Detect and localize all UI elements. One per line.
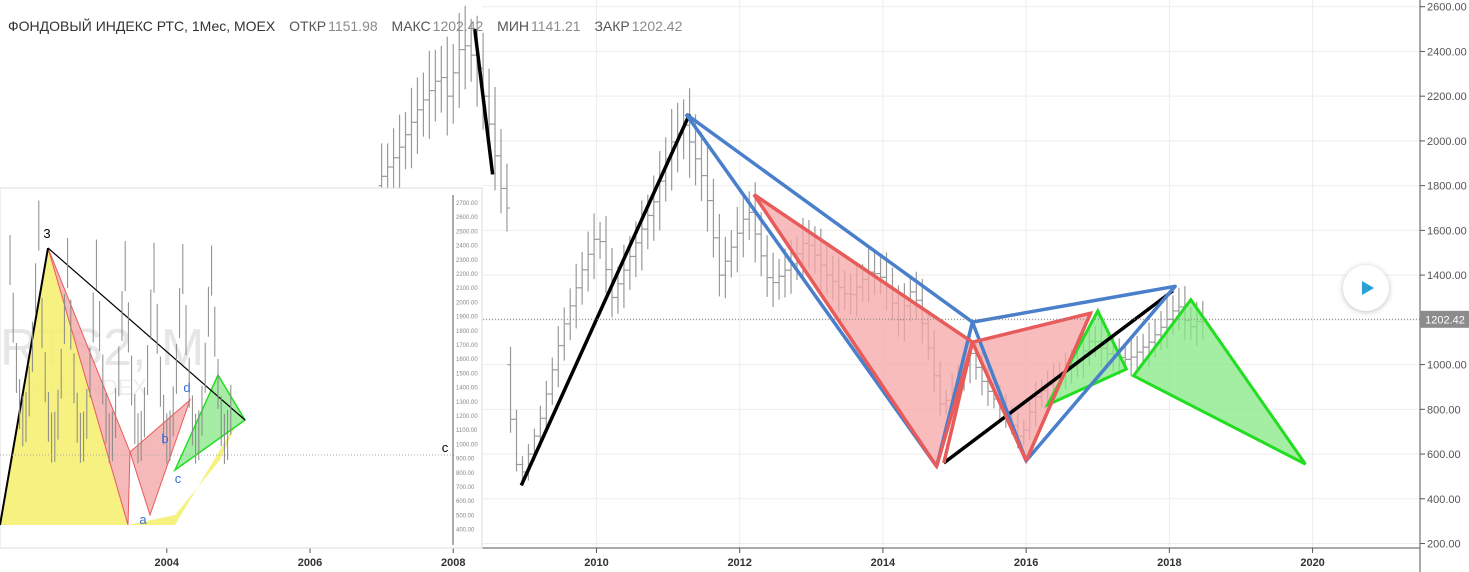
pattern-fill-green: [1131, 297, 1307, 466]
y-axis: 200.00400.00600.00800.001000.001200.0014…: [1419, 0, 1467, 572]
play-icon: [1362, 281, 1374, 295]
inset-annotation-3: 3: [43, 226, 50, 241]
inset-y-tick-label: 1000.00: [456, 442, 478, 448]
inset-y-tick-label: 2200.00: [456, 272, 478, 278]
inset-top-chart: [0, 0, 510, 232]
inset-y-tick-label: 1600.00: [456, 357, 478, 363]
x-tick-label: 2012: [727, 557, 751, 569]
x-tick-label: 2020: [1300, 557, 1324, 569]
inset-y-tick-label: 1100.00: [456, 428, 478, 434]
inset-y-tick-label: 1400.00: [456, 386, 478, 392]
pattern-line-red: [752, 193, 975, 469]
close-value: 1202.42: [631, 18, 683, 34]
y-tick-label: 1800.00: [1427, 181, 1467, 193]
inset-green-fill: [173, 373, 246, 473]
x-tick-label: 2016: [1014, 557, 1038, 569]
price-tag: 1202.42: [1420, 310, 1469, 328]
high-value: 1202.42: [432, 18, 484, 34]
pattern-fills: [752, 193, 1307, 470]
y-tick-label: 2400.00: [1427, 46, 1467, 58]
open-label: ОТКР: [289, 18, 327, 34]
inset-annotation-d: d: [183, 380, 190, 395]
x-tick-label: 2004: [155, 557, 180, 569]
inset-y-tick-label: 2000.00: [456, 300, 478, 306]
inset-y-tick-label: 1500.00: [456, 371, 478, 377]
y-tick-label: 2600.00: [1427, 2, 1467, 14]
y-tick-label: 600.00: [1427, 449, 1461, 461]
inset-top-pattern-lines: [472, 28, 495, 175]
pattern-line-black: [519, 113, 692, 487]
inset-y-tick-label: 400.00: [456, 528, 475, 534]
inset-bottom-y-axis: 2700.00 2600.00 2500.00 2400.00 2300.00 2200.…: [452, 195, 478, 545]
inset-y-tick-label: 1900.00: [456, 315, 478, 321]
low-label: МИН: [497, 18, 529, 34]
chart-header: ФОНДОВЫЙ ИНДЕКС РТС, 1Мес, MOEX ОТКР 1151…: [8, 18, 682, 34]
y-tick-label: 800.00: [1427, 404, 1461, 416]
y-tick-label: 1600.00: [1427, 225, 1467, 237]
close-label: ЗАКР: [594, 18, 630, 34]
y-tick-label: 1000.00: [1427, 360, 1467, 372]
x-tick-label: 2010: [584, 557, 608, 569]
pattern-lines: [519, 112, 1177, 487]
inset-y-tick-label: 600.00: [456, 499, 475, 505]
inset-y-tick-label: 1200.00: [456, 414, 478, 420]
y-tick-label: 200.00: [1427, 539, 1461, 551]
y-tick-label: 400.00: [1427, 494, 1461, 506]
inset-y-tick-label: 2300.00: [456, 258, 478, 264]
inset-y-tick-label: 2700.00: [456, 201, 478, 207]
inset-y-tick-label: 700.00: [456, 485, 475, 491]
x-tick-label: 2014: [871, 557, 896, 569]
pattern-fill-red: [752, 193, 975, 470]
inset-y-tick-label: 800.00: [456, 471, 475, 477]
inset-y-tick-label: 1800.00: [456, 329, 478, 335]
inset-annotation-b: b: [161, 431, 168, 446]
price-tag-value: 1202.42: [1425, 314, 1465, 326]
inset-bottom-patterns: 3 d b c a c: [0, 200, 455, 527]
inset-y-tick-label: 2500.00: [456, 229, 478, 235]
inset-y-tick-label: 2100.00: [456, 286, 478, 292]
y-tick-label: 1400.00: [1427, 270, 1467, 282]
inset-y-tick-label: 1700.00: [456, 343, 478, 349]
x-tick-label: 2018: [1157, 557, 1181, 569]
low-value: 1141.21: [531, 18, 581, 34]
y-tick-label: 2000.00: [1427, 136, 1467, 148]
inset-y-tick-label: 2600.00: [456, 215, 478, 221]
inset-annotation-a: a: [139, 512, 147, 527]
inset-annotation-c: c: [175, 471, 182, 486]
x-tick-label: 2006: [298, 557, 322, 569]
pattern-line-red: [972, 311, 1093, 462]
inset-annotation-c: c: [442, 440, 449, 455]
high-label: МАКС: [391, 18, 431, 34]
inset-y-tick-label: 1300.00: [456, 400, 478, 406]
y-tick-label: 2200.00: [1427, 91, 1467, 103]
x-tick-label: 2008: [441, 557, 465, 569]
inset-black-line: [47, 247, 246, 421]
inset-y-tick-label: 500.00: [456, 513, 475, 519]
play-button[interactable]: [1343, 265, 1389, 311]
inset-yellow-fill: [0, 248, 250, 525]
inset-top-pattern-line: [472, 28, 495, 175]
inset-black-line-2: [0, 247, 49, 526]
inset-y-tick-label: 900.00: [456, 457, 475, 463]
x-axis: 2004 2006 2008 2010 2012 2014 2016 2018 2020: [0, 547, 1420, 569]
symbol-title: ФОНДОВЫЙ ИНДЕКС РТС, 1Мес, MOEX: [8, 18, 276, 34]
inset-y-tick-label: 2400.00: [456, 244, 478, 250]
open-value: 1151.98: [328, 18, 378, 34]
